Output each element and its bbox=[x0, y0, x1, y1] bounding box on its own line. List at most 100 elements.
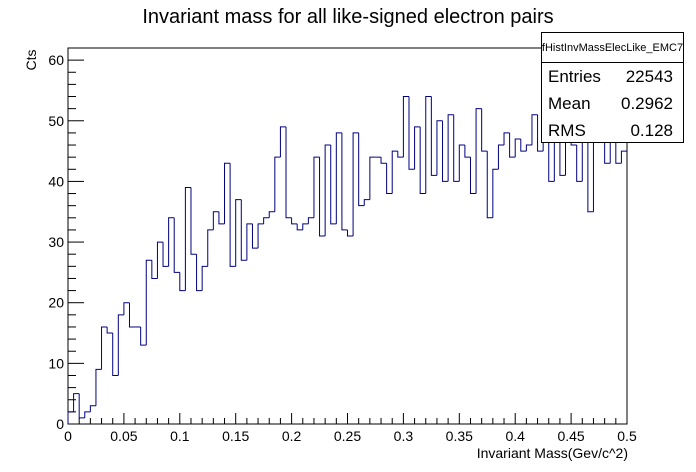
histogram-bin bbox=[151, 260, 158, 279]
x-axis-label: Invariant Mass(Gev/c^2) bbox=[477, 445, 628, 461]
histogram-bin bbox=[101, 326, 108, 370]
histogram-bin bbox=[330, 145, 337, 225]
stats-label: Entries bbox=[548, 66, 601, 86]
histogram-bin bbox=[469, 157, 477, 195]
stats-value: 22543 bbox=[625, 66, 673, 86]
histogram-bin bbox=[179, 272, 186, 292]
histogram-bin bbox=[296, 223, 303, 231]
histogram-bin bbox=[386, 163, 393, 195]
histogram-bin bbox=[380, 157, 387, 164]
histogram-bin bbox=[520, 138, 527, 152]
histogram-bin bbox=[246, 223, 253, 261]
stats-box-title: fHistInvMassElecLike_EMC7 bbox=[542, 33, 683, 63]
histogram-bin bbox=[313, 156, 320, 218]
histogram-bin bbox=[106, 326, 113, 334]
histogram-bin bbox=[525, 144, 532, 152]
histogram-bin bbox=[453, 114, 460, 182]
histogram-bin bbox=[235, 199, 242, 267]
x-tick-label: 0 bbox=[64, 428, 72, 444]
histogram-bin bbox=[73, 393, 80, 412]
x-tick-label: 0.4 bbox=[505, 428, 525, 444]
histogram-bin bbox=[201, 265, 208, 291]
histogram-bin bbox=[291, 217, 298, 225]
histogram-bin bbox=[78, 393, 85, 419]
histogram-bin bbox=[352, 132, 359, 236]
histogram-bin bbox=[196, 254, 203, 292]
histogram-bin bbox=[112, 333, 119, 376]
y-axis: 0 10 20 30 40 50 60 bbox=[48, 47, 84, 432]
histogram-bin bbox=[503, 132, 510, 146]
x-tick-label: 0.45 bbox=[557, 428, 584, 444]
histogram-bin bbox=[425, 96, 432, 194]
histogram-bin bbox=[604, 138, 611, 164]
histogram-bin bbox=[184, 186, 191, 291]
histogram-bin bbox=[358, 132, 365, 207]
histogram-bin bbox=[475, 108, 482, 194]
stats-label: Mean bbox=[548, 93, 591, 113]
histogram-bin bbox=[324, 144, 331, 236]
histogram-bin bbox=[408, 96, 415, 170]
histogram-bin bbox=[492, 168, 499, 218]
histogram-bin bbox=[207, 229, 214, 267]
histogram-bin bbox=[319, 157, 326, 237]
histogram-bin bbox=[274, 156, 281, 212]
histogram-bin bbox=[140, 326, 147, 346]
histogram-bin bbox=[162, 242, 169, 267]
histogram-bin bbox=[173, 217, 180, 273]
stats-value: 0.2962 bbox=[621, 93, 673, 113]
histogram-bin bbox=[240, 199, 247, 261]
histogram-bin bbox=[537, 114, 544, 152]
histogram-bins bbox=[67, 65, 627, 424]
histogram-bin bbox=[224, 162, 231, 224]
histogram-bin bbox=[89, 405, 96, 412]
histogram-bin bbox=[67, 411, 74, 424]
histogram-bin bbox=[458, 144, 465, 182]
histogram-bin bbox=[620, 150, 627, 164]
histogram-bin bbox=[263, 217, 270, 224]
histogram-bin bbox=[279, 126, 287, 158]
histogram-bin bbox=[430, 96, 437, 176]
histogram-bin bbox=[307, 217, 314, 224]
chart-title: Invariant mass for all like-signed elect… bbox=[142, 6, 553, 28]
histogram-bin bbox=[229, 163, 236, 267]
histogram-bin bbox=[212, 211, 219, 230]
histogram-bin bbox=[576, 145, 583, 182]
histogram-bin bbox=[268, 211, 275, 218]
histogram-bin bbox=[190, 187, 197, 255]
histogram-bin bbox=[335, 132, 342, 224]
stats-row-entries: Entries 22543 bbox=[542, 63, 683, 90]
histogram-bin bbox=[218, 211, 225, 225]
histogram-bin bbox=[117, 314, 124, 376]
histogram-bin bbox=[442, 120, 449, 182]
y-tick-label: 50 bbox=[48, 113, 64, 129]
histogram-bin bbox=[123, 302, 130, 315]
histogram-bin bbox=[497, 144, 505, 170]
x-tick-label: 0.15 bbox=[222, 428, 249, 444]
stats-value: 0.128 bbox=[630, 120, 673, 140]
histogram-bin bbox=[257, 223, 264, 249]
y-tick-label: 0 bbox=[56, 416, 64, 432]
histogram-bin bbox=[84, 411, 91, 418]
histogram-bin bbox=[402, 96, 409, 158]
histogram-bin bbox=[156, 241, 164, 279]
histogram-bin bbox=[397, 151, 404, 158]
histogram-bin bbox=[436, 120, 443, 176]
histogram-bin bbox=[363, 199, 370, 206]
histogram-bin bbox=[419, 126, 426, 195]
histogram-bin bbox=[486, 151, 493, 219]
histogram-bin bbox=[341, 132, 348, 231]
x-tick-label: 0.05 bbox=[110, 428, 137, 444]
histogram-bin bbox=[447, 114, 454, 182]
histogram-bin bbox=[391, 150, 398, 194]
histogram-bin bbox=[531, 114, 538, 146]
histogram-bin bbox=[302, 223, 309, 230]
y-tick-label: 60 bbox=[48, 52, 64, 68]
y-tick-label: 10 bbox=[48, 355, 64, 371]
y-axis-label: Cts bbox=[23, 50, 39, 71]
x-axis: 0 0.05 0.1 0.15 0.2 0.25 0.3 0.35 0.4 0.45 0.5 bbox=[64, 413, 637, 444]
stats-row-rms: RMS 0.128 bbox=[542, 117, 683, 144]
histogram-bin bbox=[509, 132, 516, 158]
histogram-bin bbox=[514, 138, 521, 158]
histogram-bin bbox=[145, 259, 152, 346]
